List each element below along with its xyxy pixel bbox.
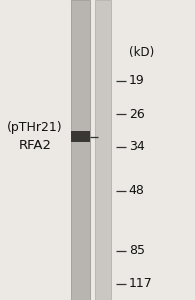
Bar bbox=[71, 131, 90, 142]
Text: 117: 117 bbox=[129, 277, 152, 290]
Text: 85: 85 bbox=[129, 244, 145, 257]
Text: 34: 34 bbox=[129, 140, 144, 154]
Bar bbox=[71, 0, 90, 300]
Bar bbox=[95, 0, 111, 300]
Text: (kD): (kD) bbox=[129, 46, 154, 59]
Text: 26: 26 bbox=[129, 107, 144, 121]
Text: RFA2: RFA2 bbox=[19, 139, 52, 152]
Text: 19: 19 bbox=[129, 74, 144, 88]
Text: (pTHr21): (pTHr21) bbox=[7, 121, 63, 134]
Text: 48: 48 bbox=[129, 184, 144, 197]
